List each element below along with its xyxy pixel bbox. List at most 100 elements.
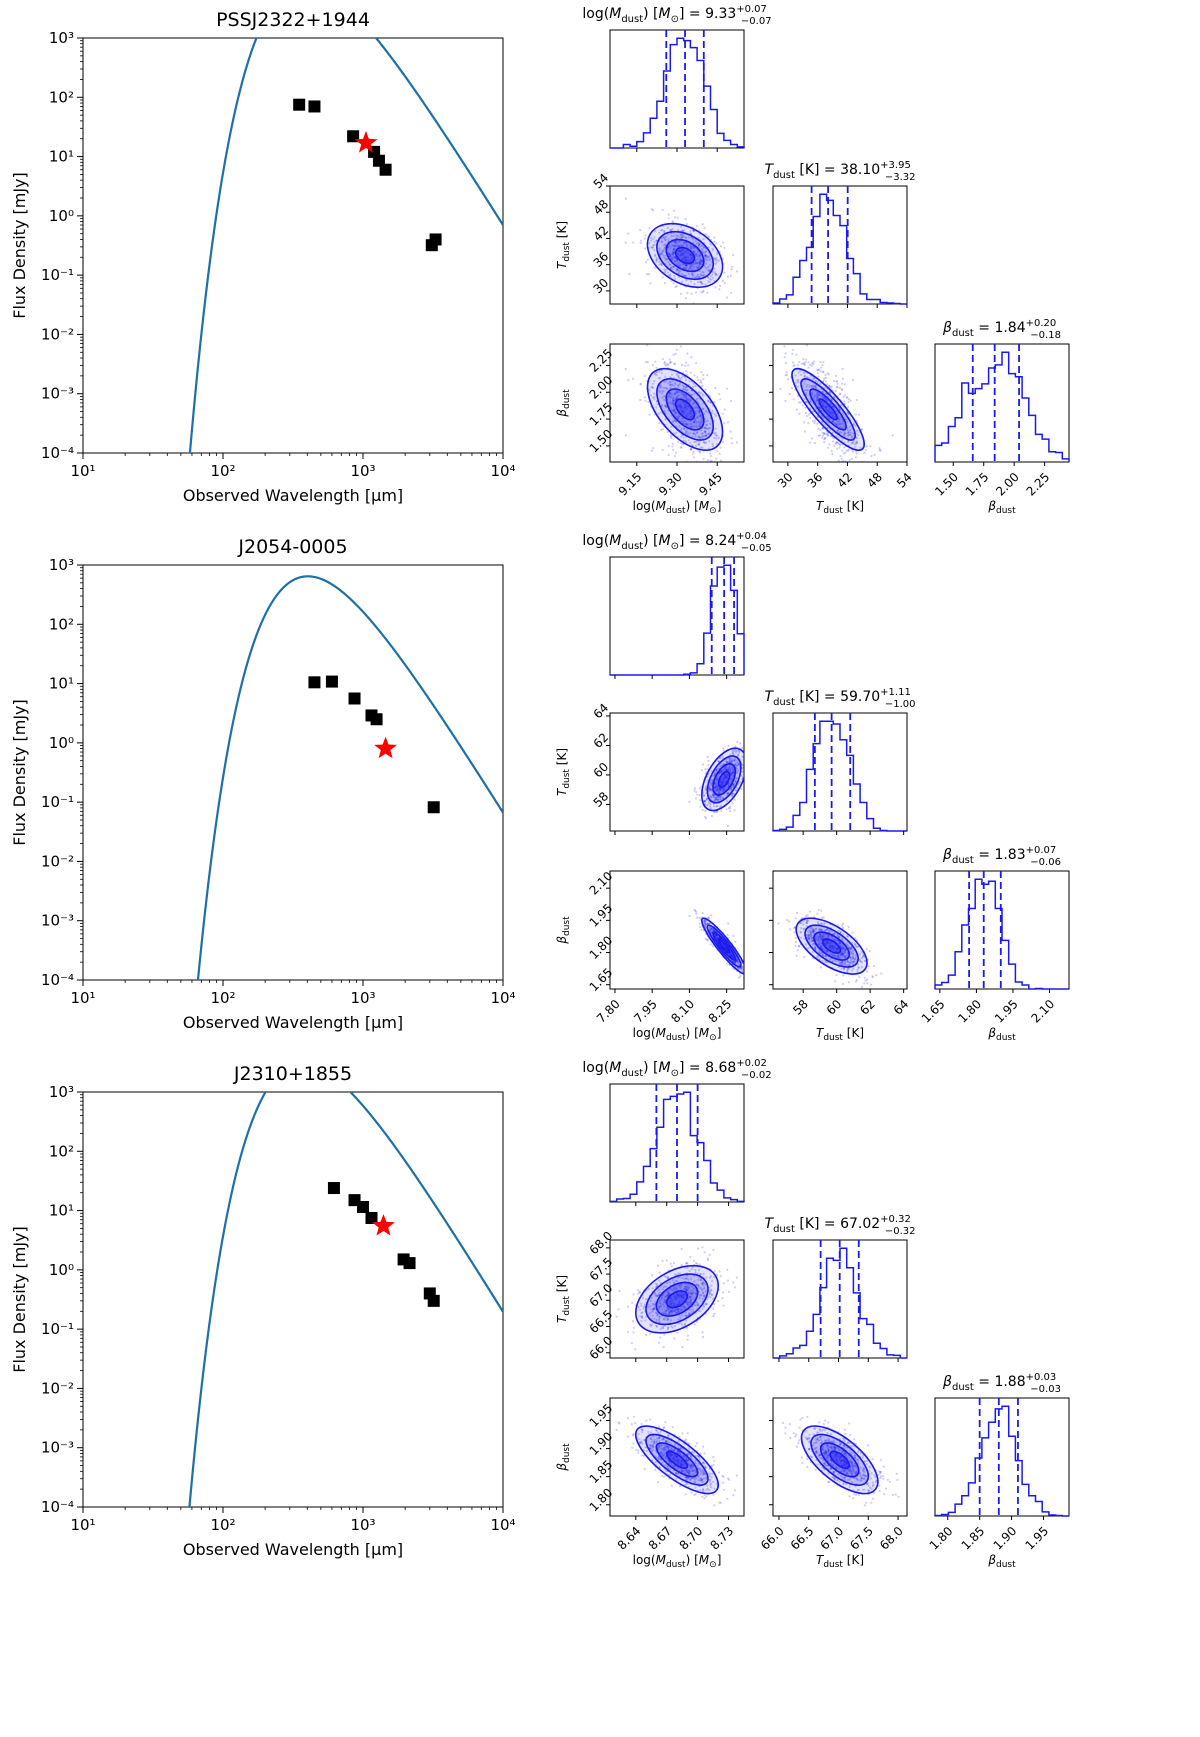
posterior-sample bbox=[822, 371, 825, 374]
posterior-sample bbox=[702, 1291, 705, 1294]
posterior-sample bbox=[689, 399, 693, 402]
posterior-sample bbox=[661, 208, 664, 211]
posterior-sample bbox=[821, 396, 824, 399]
y-tick-label: 10³ bbox=[49, 556, 74, 574]
posterior-sample bbox=[832, 945, 835, 948]
posterior-sample bbox=[719, 770, 722, 773]
posterior-sample bbox=[697, 245, 700, 248]
x-tick-label: 10² bbox=[210, 989, 235, 1007]
posterior-sample bbox=[810, 386, 813, 389]
posterior-sample bbox=[706, 756, 709, 759]
posterior-sample bbox=[810, 384, 813, 387]
posterior-sample bbox=[735, 958, 739, 961]
posterior-sample bbox=[682, 244, 685, 247]
posterior-sample bbox=[683, 411, 686, 414]
posterior-sample bbox=[668, 1300, 671, 1303]
posterior-samples bbox=[688, 908, 744, 979]
posterior-sample bbox=[846, 960, 849, 964]
posterior-sample bbox=[700, 259, 703, 262]
posterior-sample bbox=[730, 766, 734, 769]
posterior-sample bbox=[825, 949, 828, 952]
posterior-sample bbox=[735, 766, 738, 770]
posterior-sample bbox=[639, 383, 642, 386]
posterior-sample bbox=[726, 421, 730, 424]
posterior-sample bbox=[696, 916, 699, 919]
posterior-sample bbox=[685, 256, 688, 259]
posterior-sample bbox=[677, 261, 681, 264]
posterior-sample bbox=[694, 435, 697, 438]
posterior-sample bbox=[849, 431, 852, 434]
posterior-sample bbox=[850, 948, 853, 951]
posterior-sample bbox=[703, 922, 706, 925]
posterior-sample bbox=[841, 953, 844, 957]
posterior-sample bbox=[696, 255, 699, 258]
posterior-sample bbox=[818, 950, 821, 953]
posterior-sample bbox=[807, 937, 810, 941]
posterior-sample bbox=[699, 414, 702, 417]
posterior-sample bbox=[851, 952, 854, 955]
posterior-sample bbox=[710, 784, 713, 787]
posterior-sample bbox=[814, 394, 817, 397]
posterior-sample bbox=[849, 947, 852, 950]
posterior-sample bbox=[826, 434, 829, 437]
posterior-sample bbox=[728, 807, 732, 810]
posterior-sample bbox=[835, 948, 838, 951]
posterior-sample bbox=[726, 773, 730, 776]
posterior-sample bbox=[692, 452, 695, 455]
posterior-sample bbox=[833, 938, 836, 941]
posterior-sample bbox=[797, 371, 800, 374]
corner-scatter-frame bbox=[609, 870, 745, 990]
posterior-sample bbox=[839, 952, 843, 955]
posterior-sample bbox=[823, 948, 827, 952]
posterior-sample bbox=[854, 456, 858, 459]
posterior-sample bbox=[698, 242, 702, 245]
posterior-sample bbox=[694, 411, 698, 414]
posterior-sample bbox=[691, 274, 694, 277]
posterior-sample bbox=[683, 267, 687, 270]
posterior-sample bbox=[809, 416, 812, 419]
posterior-sample bbox=[849, 956, 852, 959]
posterior-sample bbox=[716, 778, 719, 781]
corner-beta-title: βdust = 1.83+0.07 −0.06 bbox=[942, 845, 1061, 868]
posterior-sample bbox=[663, 361, 667, 364]
posterior-sample bbox=[816, 935, 820, 938]
posterior-sample bbox=[726, 933, 729, 937]
posterior-sample bbox=[837, 954, 840, 957]
posterior-sample bbox=[683, 250, 686, 253]
posterior-sample bbox=[709, 243, 712, 246]
posterior-sample bbox=[837, 436, 840, 439]
posterior-sample bbox=[687, 413, 690, 416]
posterior-sample bbox=[843, 967, 846, 970]
posterior-sample bbox=[696, 249, 700, 253]
posterior-sample bbox=[723, 271, 726, 274]
posterior-sample bbox=[675, 269, 678, 272]
posterior-sample bbox=[681, 1346, 684, 1349]
posterior-sample bbox=[727, 761, 730, 764]
posterior-sample bbox=[865, 445, 869, 448]
posterior-sample bbox=[839, 392, 842, 395]
posterior-sample bbox=[685, 385, 688, 388]
posterior-sample bbox=[817, 394, 820, 398]
posterior-sample bbox=[727, 784, 730, 787]
posterior-sample bbox=[848, 430, 851, 433]
posterior-sample bbox=[821, 935, 824, 938]
posterior-sample bbox=[704, 920, 707, 923]
posterior-sample bbox=[823, 441, 826, 444]
posterior-sample bbox=[822, 391, 825, 394]
posterior-sample bbox=[679, 269, 682, 273]
posterior-sample bbox=[702, 289, 705, 292]
posterior-sample bbox=[671, 445, 674, 448]
posterior-sample bbox=[862, 954, 865, 957]
posterior-sample bbox=[698, 261, 701, 264]
posterior-sample bbox=[710, 1293, 713, 1296]
posterior-sample bbox=[718, 392, 721, 396]
posterior-sample bbox=[683, 241, 686, 244]
posterior-sample bbox=[670, 257, 674, 260]
posterior-sample bbox=[700, 247, 704, 251]
posterior-sample bbox=[821, 436, 824, 439]
posterior-sample bbox=[673, 247, 676, 250]
posterior-sample bbox=[650, 394, 653, 397]
posterior-sample bbox=[674, 285, 677, 288]
posterior-sample bbox=[688, 399, 691, 402]
posterior-sample bbox=[821, 364, 824, 367]
